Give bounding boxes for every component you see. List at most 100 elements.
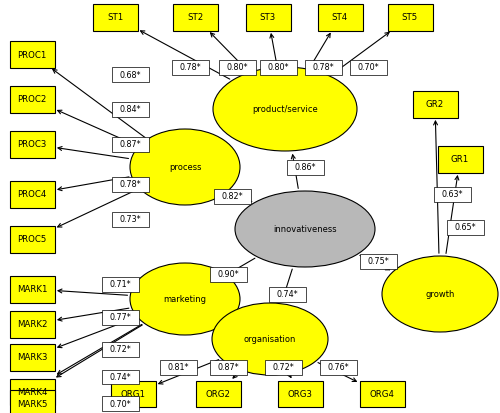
Text: 0.72*: 0.72* <box>272 363 294 372</box>
Text: 0.80*: 0.80* <box>226 63 248 72</box>
Text: 0.84*: 0.84* <box>120 105 141 114</box>
Text: 0.63*: 0.63* <box>442 190 463 199</box>
FancyBboxPatch shape <box>110 380 156 408</box>
Text: marketing: marketing <box>164 295 206 304</box>
Text: ORG4: ORG4 <box>370 389 394 399</box>
Text: 0.71*: 0.71* <box>109 280 131 289</box>
Text: 0.73*: 0.73* <box>119 215 141 224</box>
Text: 0.81*: 0.81* <box>168 363 189 372</box>
FancyBboxPatch shape <box>360 254 397 269</box>
FancyBboxPatch shape <box>214 189 250 204</box>
Text: 0.72*: 0.72* <box>109 345 131 354</box>
Text: GR2: GR2 <box>426 100 444 109</box>
Text: 0.75*: 0.75* <box>367 257 389 266</box>
FancyBboxPatch shape <box>10 379 54 406</box>
Text: ORG1: ORG1 <box>120 389 146 399</box>
Text: 0.78*: 0.78* <box>312 63 334 72</box>
FancyBboxPatch shape <box>10 311 54 338</box>
FancyBboxPatch shape <box>160 360 196 375</box>
FancyBboxPatch shape <box>10 391 54 413</box>
Text: PROC4: PROC4 <box>18 190 46 199</box>
FancyBboxPatch shape <box>260 60 296 75</box>
FancyBboxPatch shape <box>92 5 138 31</box>
Text: growth: growth <box>426 290 454 299</box>
Text: 0.76*: 0.76* <box>327 363 349 372</box>
Ellipse shape <box>130 130 240 206</box>
FancyBboxPatch shape <box>102 370 138 385</box>
Text: ST5: ST5 <box>402 14 418 22</box>
FancyBboxPatch shape <box>278 380 322 408</box>
Text: ST1: ST1 <box>107 14 123 22</box>
Text: ST2: ST2 <box>187 14 203 22</box>
FancyBboxPatch shape <box>112 102 148 117</box>
FancyBboxPatch shape <box>446 220 484 235</box>
FancyBboxPatch shape <box>388 5 432 31</box>
FancyBboxPatch shape <box>434 187 470 202</box>
Text: ORG2: ORG2 <box>206 389 231 399</box>
Text: PROC5: PROC5 <box>18 235 46 244</box>
FancyBboxPatch shape <box>318 5 362 31</box>
Text: 0.78*: 0.78* <box>119 180 141 189</box>
Text: 0.87*: 0.87* <box>217 363 239 372</box>
FancyBboxPatch shape <box>210 360 246 375</box>
FancyBboxPatch shape <box>438 146 482 173</box>
FancyBboxPatch shape <box>320 360 356 375</box>
FancyBboxPatch shape <box>246 5 290 31</box>
Text: 0.90*: 0.90* <box>217 270 239 279</box>
FancyBboxPatch shape <box>102 342 138 357</box>
Text: 0.70*: 0.70* <box>357 63 379 72</box>
FancyBboxPatch shape <box>286 160 324 175</box>
Ellipse shape <box>130 263 240 335</box>
Text: 0.70*: 0.70* <box>109 399 131 408</box>
Text: MARK4: MARK4 <box>17 387 48 396</box>
FancyBboxPatch shape <box>196 380 240 408</box>
FancyBboxPatch shape <box>304 60 342 75</box>
FancyBboxPatch shape <box>10 226 54 253</box>
Text: 0.68*: 0.68* <box>120 70 141 79</box>
Text: 0.74*: 0.74* <box>276 290 298 299</box>
Text: GR1: GR1 <box>451 155 469 164</box>
FancyBboxPatch shape <box>268 287 306 302</box>
Text: 0.87*: 0.87* <box>119 140 141 149</box>
Text: 0.77*: 0.77* <box>109 313 131 322</box>
Text: innovativeness: innovativeness <box>273 225 337 234</box>
Text: MARK5: MARK5 <box>17 399 48 408</box>
FancyBboxPatch shape <box>218 60 256 75</box>
Ellipse shape <box>235 192 375 267</box>
FancyBboxPatch shape <box>172 5 218 31</box>
Ellipse shape <box>212 303 328 375</box>
Text: 0.86*: 0.86* <box>294 163 316 172</box>
FancyBboxPatch shape <box>412 91 458 118</box>
Text: ORG3: ORG3 <box>288 389 312 399</box>
FancyBboxPatch shape <box>102 277 138 292</box>
FancyBboxPatch shape <box>264 360 302 375</box>
Text: ST3: ST3 <box>260 14 276 22</box>
Text: PROC3: PROC3 <box>18 140 46 149</box>
Text: MARK1: MARK1 <box>17 285 48 294</box>
FancyBboxPatch shape <box>102 396 138 411</box>
Text: 0.78*: 0.78* <box>179 63 201 72</box>
Text: process: process <box>169 163 202 172</box>
Text: 0.74*: 0.74* <box>109 373 131 382</box>
FancyBboxPatch shape <box>112 67 148 82</box>
Text: PROC2: PROC2 <box>18 95 46 104</box>
FancyBboxPatch shape <box>10 131 54 158</box>
Text: PROC1: PROC1 <box>18 50 46 59</box>
FancyBboxPatch shape <box>112 177 148 192</box>
FancyBboxPatch shape <box>210 267 246 282</box>
Text: MARK3: MARK3 <box>17 353 48 362</box>
FancyBboxPatch shape <box>10 181 54 208</box>
FancyBboxPatch shape <box>10 344 54 370</box>
FancyBboxPatch shape <box>10 86 54 113</box>
FancyBboxPatch shape <box>112 137 148 152</box>
Text: organisation: organisation <box>244 335 296 344</box>
Text: MARK2: MARK2 <box>17 320 48 329</box>
Ellipse shape <box>382 256 498 332</box>
Text: 0.82*: 0.82* <box>221 192 243 201</box>
FancyBboxPatch shape <box>10 41 54 68</box>
FancyBboxPatch shape <box>350 60 387 75</box>
FancyBboxPatch shape <box>172 60 208 75</box>
FancyBboxPatch shape <box>360 380 405 408</box>
Text: 0.80*: 0.80* <box>267 63 289 72</box>
FancyBboxPatch shape <box>102 310 138 325</box>
